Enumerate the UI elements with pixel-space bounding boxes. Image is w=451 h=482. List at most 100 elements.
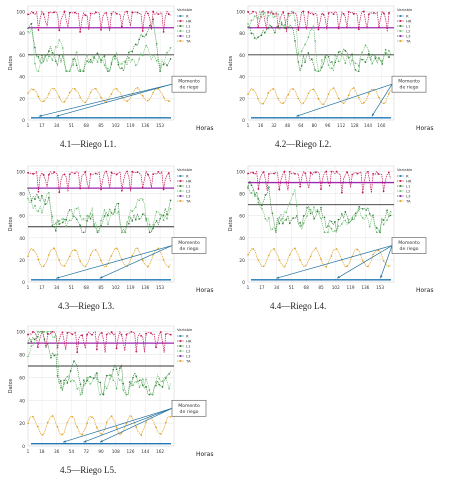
series-l2-point bbox=[119, 379, 121, 381]
series-l2-point bbox=[351, 59, 353, 61]
series-hr-point bbox=[110, 331, 113, 333]
x-tick-label: 18 bbox=[39, 449, 45, 454]
y-tick-label: 100 bbox=[16, 330, 25, 336]
series-l1-point bbox=[365, 209, 367, 211]
x-tick-label: 17 bbox=[39, 285, 45, 290]
riego-arrow bbox=[371, 83, 393, 117]
y-tick-label: 80 bbox=[19, 353, 25, 359]
series-l2-point bbox=[275, 231, 277, 234]
series-l2-point bbox=[285, 211, 288, 214]
series-ta-point bbox=[115, 426, 118, 429]
series-l1-point bbox=[257, 198, 260, 200]
legend-label-l3: L3 bbox=[186, 193, 191, 198]
series-hr-point bbox=[352, 13, 355, 15]
chart-svg: 0 20 40 60 80 100 1 17 34 51 68 85 102 119 136 153 Datos… bbox=[8, 5, 213, 132]
series-l2-point bbox=[304, 43, 306, 46]
x-tick-label: 34 bbox=[274, 285, 280, 290]
riego-arrowhead bbox=[337, 275, 341, 279]
series-l1-point bbox=[287, 26, 290, 29]
legend-label-l2: L2 bbox=[406, 28, 411, 33]
series-hr-point bbox=[342, 13, 345, 15]
series-l2-point bbox=[314, 40, 316, 42]
series-l1-point bbox=[60, 380, 62, 382]
y-tick-label: 40 bbox=[19, 75, 25, 81]
series-ta-point bbox=[292, 88, 295, 91]
chart-panel-riego-l5: 0 20 40 60 80 100 1 18 36 54 72 90 108 126 144 162 Datos… bbox=[4, 322, 214, 464]
series-ta-point bbox=[160, 433, 162, 435]
series-hr-point bbox=[46, 332, 49, 335]
series-l1-point bbox=[48, 50, 50, 52]
series-l2-point bbox=[82, 69, 85, 72]
series-hr-point bbox=[164, 333, 167, 336]
series-l2-point bbox=[357, 65, 360, 67]
x-tick-label: 119 bbox=[127, 123, 135, 128]
series-l2-point bbox=[320, 217, 322, 220]
legend-marker-l2 bbox=[399, 190, 402, 192]
series-l2-point bbox=[365, 214, 367, 217]
series-ta-point bbox=[53, 247, 55, 250]
series-l1-point bbox=[103, 55, 106, 57]
series-l1-point bbox=[297, 61, 300, 63]
annotation-line-1: Momento bbox=[178, 403, 200, 409]
series-l1-point bbox=[299, 221, 301, 224]
series-l1-point bbox=[368, 213, 371, 215]
series-ta-point bbox=[287, 93, 290, 96]
series-ta-point bbox=[346, 265, 348, 267]
series-l1-point bbox=[27, 342, 29, 344]
legend-marker-l2 bbox=[179, 190, 182, 192]
series-l1-point bbox=[166, 213, 168, 216]
series-ta-point bbox=[58, 259, 61, 261]
series-ta-point bbox=[91, 416, 93, 419]
series-ta-point bbox=[247, 93, 249, 95]
series-ta-point bbox=[368, 92, 370, 95]
series-l1-point bbox=[33, 338, 36, 341]
series-l2-point bbox=[327, 64, 330, 67]
series-l1-point bbox=[321, 66, 323, 68]
series-l2-point bbox=[37, 70, 40, 72]
series-l2-point bbox=[290, 10, 293, 13]
series-l1-point bbox=[148, 231, 151, 234]
series-hr-point bbox=[115, 173, 118, 176]
riego-arrowhead bbox=[371, 113, 375, 117]
series-hr-point bbox=[36, 346, 39, 349]
series-l2-point bbox=[79, 393, 82, 396]
series-l2-point bbox=[159, 213, 161, 216]
series-l2-point bbox=[299, 224, 301, 227]
series-l1-point bbox=[41, 54, 43, 57]
riego-arrow bbox=[99, 407, 173, 443]
series-l2-point bbox=[68, 219, 71, 222]
series-l2-point bbox=[72, 215, 74, 218]
series-l1-point bbox=[134, 43, 137, 46]
y-tick-label: 0 bbox=[22, 444, 25, 450]
legend-label-l3: L3 bbox=[186, 353, 191, 358]
series-l2-point bbox=[56, 353, 59, 356]
series-ta-point bbox=[367, 265, 369, 268]
series-l1-point bbox=[79, 383, 82, 385]
annotation-line-2: de riego bbox=[400, 85, 419, 91]
x-tick-label: 85 bbox=[98, 285, 104, 290]
series-hr-point bbox=[145, 332, 148, 335]
series-hr-point bbox=[335, 170, 338, 173]
series-hr-point bbox=[288, 170, 291, 173]
series-l2-point bbox=[96, 61, 99, 63]
series-ta-point bbox=[155, 426, 157, 429]
series-l1-line bbox=[27, 18, 171, 73]
series-ta-point bbox=[304, 265, 307, 267]
chart-svg: 0 20 40 60 80 100 1 16 32 48 64 80 96 112 128 144 160 Dat… bbox=[228, 5, 433, 132]
series-l2-point bbox=[375, 231, 378, 234]
series-l2-point bbox=[75, 207, 78, 210]
series-ta-point bbox=[37, 258, 40, 261]
x-tick-label: 136 bbox=[141, 285, 149, 290]
x-tick-label: 96 bbox=[325, 123, 331, 128]
series-l2-point bbox=[250, 192, 253, 194]
series-l1-point bbox=[34, 198, 36, 200]
series-hr-point bbox=[63, 173, 66, 176]
series-l1-point bbox=[327, 55, 330, 58]
series-hr-point bbox=[273, 172, 275, 175]
series-l2-point bbox=[253, 15, 256, 18]
series-l2-point bbox=[51, 59, 54, 61]
series-hr-point bbox=[314, 171, 317, 174]
series-hr-point bbox=[332, 13, 335, 15]
series-l1-point bbox=[152, 227, 154, 230]
series-l1-point bbox=[145, 385, 147, 388]
